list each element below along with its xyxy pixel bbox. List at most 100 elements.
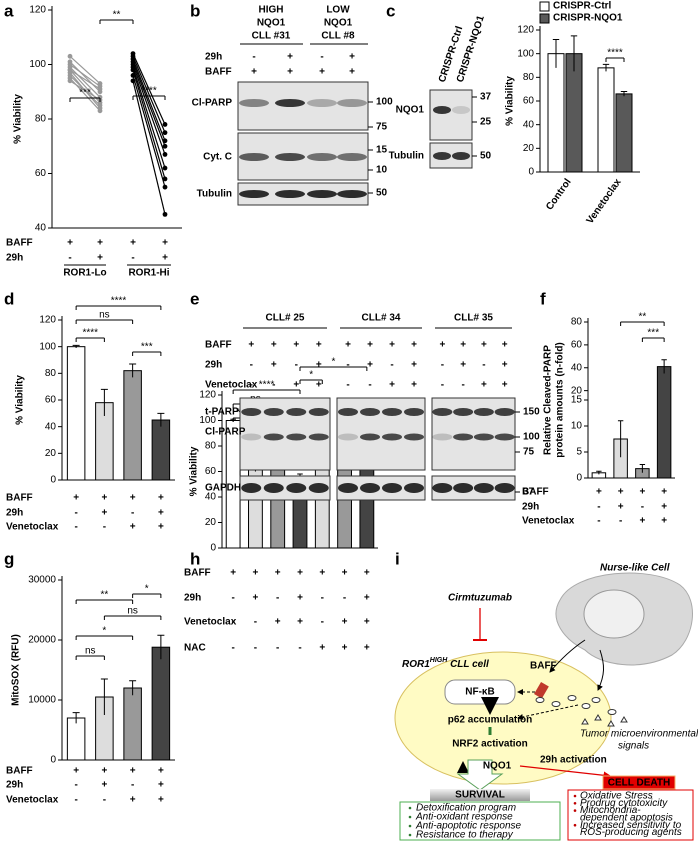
condition-sign: + bbox=[502, 380, 508, 391]
band bbox=[286, 433, 307, 441]
nucleus-shape bbox=[583, 589, 645, 639]
bar bbox=[66, 717, 86, 761]
significance: **** bbox=[259, 380, 275, 391]
blot-header: LOW bbox=[326, 5, 350, 16]
point bbox=[162, 130, 168, 136]
y-tick-label: 5 bbox=[576, 447, 582, 458]
condition-sign: + bbox=[661, 487, 667, 498]
significance: *** bbox=[647, 328, 659, 339]
y-tick-label: 100 bbox=[517, 48, 534, 59]
condition-sign: + bbox=[158, 780, 164, 791]
pathway-step: NQO1 bbox=[483, 761, 512, 772]
band bbox=[275, 99, 305, 107]
y-tick-label: 20 bbox=[571, 385, 583, 396]
condition-sign: + bbox=[293, 340, 299, 351]
condition-sign: + bbox=[275, 568, 281, 579]
band bbox=[307, 153, 337, 161]
condition-sign: + bbox=[316, 340, 322, 351]
marker-label: 15 bbox=[376, 145, 388, 156]
marker-label: 100 bbox=[523, 432, 540, 443]
condition-label: Venetoclax bbox=[205, 380, 258, 391]
signal bbox=[581, 718, 589, 725]
condition-label: 29h bbox=[522, 502, 539, 513]
condition-sign: + bbox=[297, 593, 303, 604]
y-tick-label: 20 bbox=[45, 448, 57, 459]
survival-item: Anti-apoptotic response bbox=[415, 821, 522, 832]
condition-label: BAFF bbox=[184, 568, 211, 579]
condition-sign: + bbox=[253, 593, 259, 604]
point bbox=[130, 78, 136, 84]
condition-sign: + bbox=[439, 340, 445, 351]
significance: ns bbox=[99, 310, 110, 321]
arrow bbox=[549, 639, 586, 673]
band bbox=[473, 433, 494, 441]
pair-line bbox=[69, 55, 101, 85]
condition-sign: + bbox=[97, 253, 103, 264]
condition-label: BAFF bbox=[205, 340, 232, 351]
marker-label: 75 bbox=[523, 447, 535, 458]
y-tick-label: 40 bbox=[45, 421, 57, 432]
condition-sign: + bbox=[342, 568, 348, 579]
bar bbox=[66, 346, 86, 481]
band bbox=[308, 483, 329, 493]
condition-sign: + bbox=[364, 643, 370, 654]
panel-letter: i bbox=[395, 549, 400, 568]
condition-sign: - bbox=[231, 593, 234, 604]
condition-label: 29h bbox=[6, 253, 23, 264]
significance: * bbox=[145, 584, 149, 595]
ligand bbox=[591, 697, 601, 703]
condition-label: BAFF bbox=[6, 238, 33, 249]
bar bbox=[359, 462, 375, 549]
condition-sign: - bbox=[368, 380, 371, 391]
error-bar bbox=[157, 634, 165, 660]
y-tick-label: 20 bbox=[523, 143, 535, 154]
survival-banner bbox=[430, 789, 530, 801]
point bbox=[162, 176, 168, 182]
condition-sign: + bbox=[162, 238, 168, 249]
blot bbox=[429, 89, 473, 141]
band bbox=[337, 190, 367, 198]
condition-sign: + bbox=[293, 380, 299, 391]
condition-sign: - bbox=[346, 380, 349, 391]
band bbox=[494, 483, 515, 493]
significance: ns bbox=[85, 646, 96, 657]
error-bar bbox=[72, 712, 80, 724]
error-bar bbox=[620, 91, 628, 97]
condition-sign: + bbox=[364, 568, 370, 579]
band bbox=[432, 433, 453, 441]
error-bar bbox=[157, 412, 165, 427]
row-label: Cl-PARP bbox=[192, 98, 233, 109]
blot-header: CLL# 34 bbox=[362, 313, 401, 324]
condition-label: Venetoclax bbox=[522, 516, 575, 527]
error-bar bbox=[639, 463, 646, 473]
legend-swatch bbox=[539, 13, 550, 24]
condition-sign: + bbox=[73, 493, 79, 504]
signal bbox=[594, 714, 602, 721]
condition-label: 29h bbox=[6, 508, 23, 519]
bar bbox=[151, 419, 171, 481]
marker-label: 10 bbox=[376, 165, 388, 176]
y-tick-label: 0 bbox=[576, 473, 582, 484]
point bbox=[162, 152, 168, 157]
signal bbox=[607, 720, 615, 727]
band bbox=[275, 153, 305, 161]
pair-line bbox=[132, 56, 166, 133]
survival-item: Resistance to therapy bbox=[416, 830, 514, 841]
cell-label-part: HIGH bbox=[430, 657, 448, 664]
ligand-label: BAFF bbox=[530, 661, 557, 672]
band bbox=[275, 190, 305, 198]
condition-sign: + bbox=[460, 360, 466, 371]
bar bbox=[547, 53, 565, 173]
band bbox=[239, 190, 269, 198]
significance: *** bbox=[79, 88, 91, 99]
condition-sign: + bbox=[342, 617, 348, 628]
band bbox=[360, 483, 380, 493]
ligand bbox=[567, 695, 577, 701]
death-box bbox=[567, 789, 694, 841]
y-axis-label: % Viability bbox=[15, 375, 26, 425]
condition-sign: - bbox=[272, 380, 275, 391]
point bbox=[130, 73, 136, 78]
y-tick-label: 80 bbox=[205, 441, 217, 452]
condition-sign: - bbox=[276, 593, 279, 604]
point bbox=[162, 165, 168, 171]
